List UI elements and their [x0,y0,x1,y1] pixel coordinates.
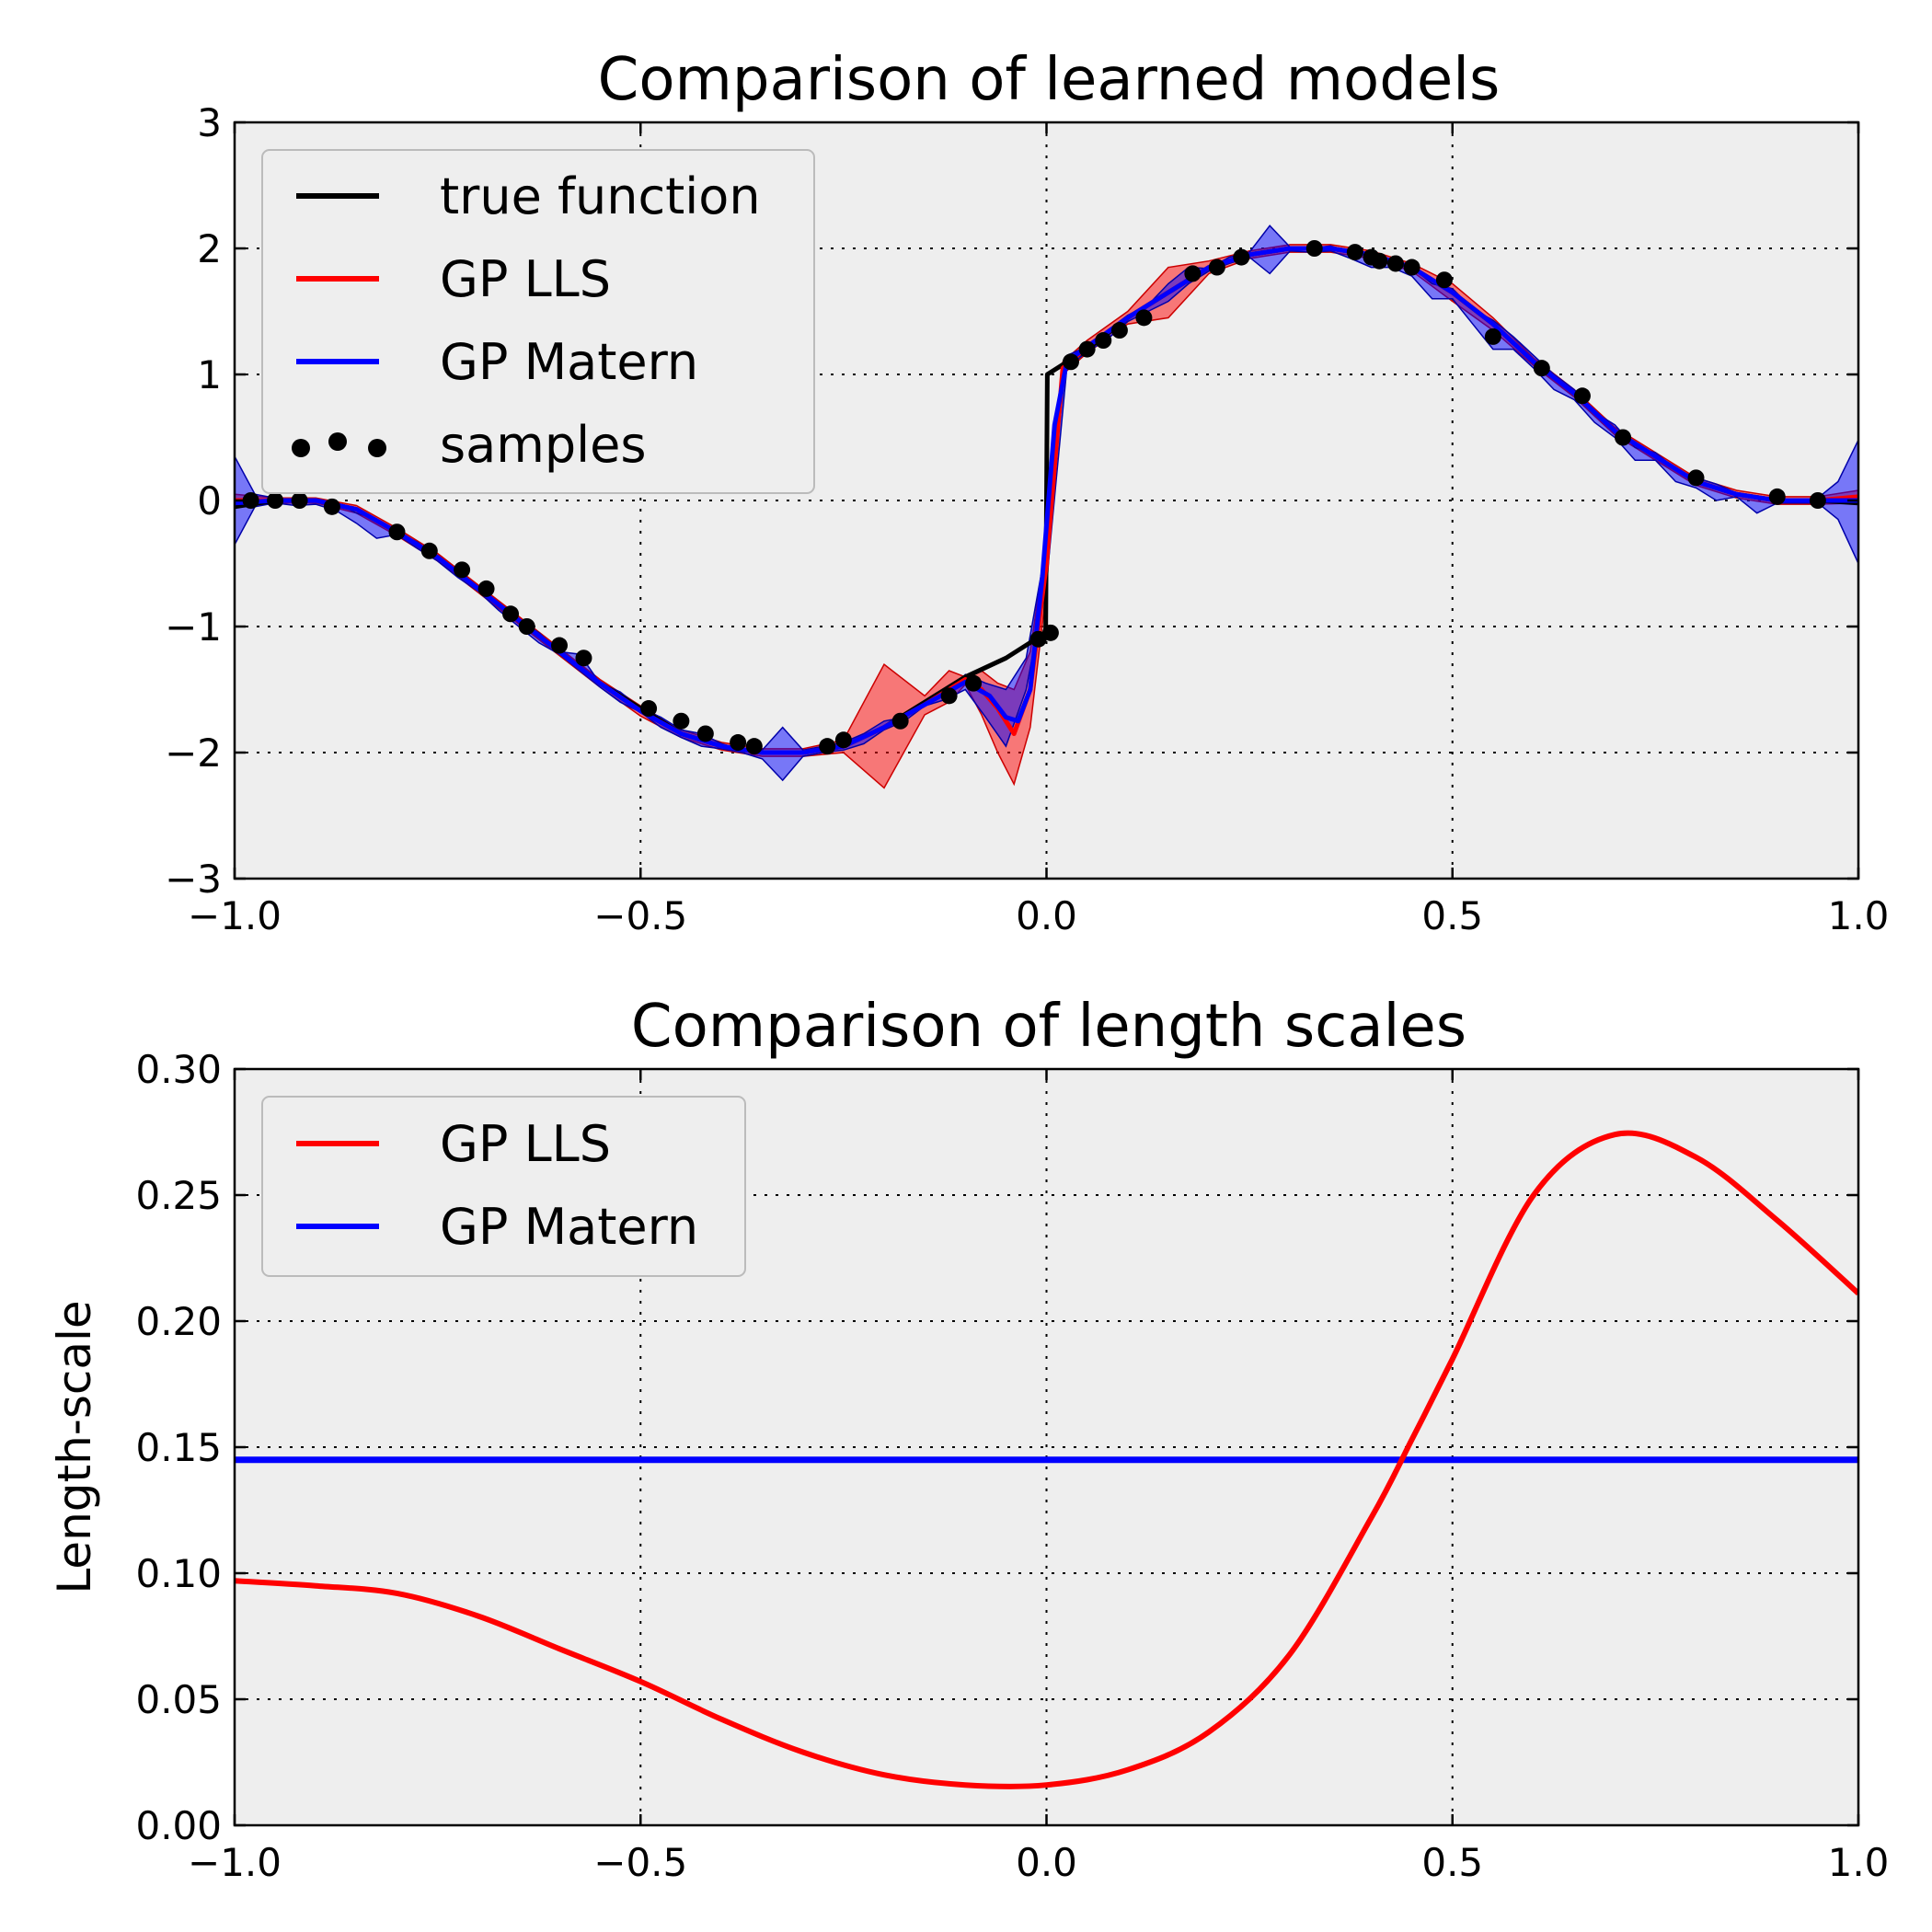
sample-point [1110,322,1128,339]
legend-gp-matern-label: GP Matern [440,333,698,391]
legend-true-function-label: true function [440,167,761,225]
sample-point [745,738,763,755]
chart2-legend: GP LLS GP Matern [261,1096,746,1277]
sample-point [965,674,983,692]
sample-point [1809,492,1826,509]
sample-point [477,580,495,597]
chart2-legend-box [261,1096,746,1277]
chart1-x-tick-label: 1.0 [1828,893,1890,938]
sample-point [640,700,658,718]
samples-points [242,240,1826,755]
legend-samples-dot-3 [368,439,386,457]
sample-point [420,542,438,559]
sample-point [1615,429,1632,446]
sample-point [1208,259,1225,276]
legend2-gp-matern-label: GP Matern [440,1198,698,1256]
sample-point [940,687,958,705]
chart2-title: Comparison of length scales [631,993,1466,1061]
sample-point [291,492,308,509]
sample-point [242,492,259,509]
chart1-title: Comparison of learned models [598,46,1501,114]
sample-point [1484,328,1501,345]
chart2-ticks: −1.0 −0.5 0.0 0.5 1.0 0.00 0.05 0.10 0.15 0.20 0.2… [135,1047,1889,1885]
chart2-y-tick-label: 0.20 [135,1299,222,1344]
chart2-x-tick-label: −1.0 [188,1840,282,1885]
chart1-x-tick-label: 0.5 [1421,893,1483,938]
sample-point [1371,252,1388,270]
chart2-grid [235,1069,1858,1825]
chart2-y-tick-label: 0.05 [135,1677,222,1722]
chart2-x-tick-label: 0.5 [1421,1840,1483,1885]
legend-gp-lls-label: GP LLS [440,250,611,308]
sample-point [673,712,690,730]
chart2-y-tick-label: 0.15 [135,1425,222,1470]
chart1-x-tick-label: −1.0 [188,893,282,938]
chart2-x-tick-label: 0.0 [1016,1840,1077,1885]
chart1-ticks: −1.0 −0.5 0.0 0.5 1.0 −3 −2 −1 0 1 2 3 [165,100,1889,938]
sample-point [819,738,836,755]
sample-point [1435,271,1453,289]
chart2-y-tick-label: 0.00 [135,1803,222,1848]
chart1-x-tick-label: 0.0 [1016,893,1077,938]
sample-point [1305,240,1323,257]
sample-point [1687,469,1705,487]
chart1-legend-box [261,149,815,494]
chart1-y-tick-label: 1 [197,352,222,397]
gp-matern-confidence-band [235,224,1858,782]
sample-point [1078,340,1096,358]
legend-samples-label: samples [440,416,646,474]
sample-point [454,561,471,579]
chart2-y-tick-label: 0.10 [135,1551,222,1596]
sample-point [1041,624,1059,641]
chart1-y-tick-label: −1 [165,604,222,650]
sample-point [388,523,406,541]
sample-point [502,605,520,623]
chart2-x-tick-label: 1.0 [1828,1840,1890,1885]
sample-point [730,734,747,752]
chart1-y-tick-label: 0 [197,478,222,523]
sample-point [891,712,909,730]
sample-point [575,650,592,667]
sample-point [1403,259,1420,276]
sample-point [1184,265,1202,282]
chart1-y-tick-label: −2 [165,730,222,776]
chart1-y-tick-label: 2 [197,226,222,271]
legend-samples-dot-2 [328,432,347,451]
chart1-x-tick-label: −0.5 [593,893,687,938]
chart2-x-tick-label: −0.5 [593,1840,687,1885]
sample-point [518,618,535,635]
chart1-legend: true function GP LLS GP Matern samples [261,149,815,494]
sample-point [267,492,284,509]
sample-point [1346,244,1363,261]
sample-point [551,637,568,654]
sample-point [1062,353,1079,371]
legend2-gp-lls-label: GP LLS [440,1115,611,1173]
length-scales-chart: Comparison of length scales −1.0 −0.5 0.0 0… [48,993,1889,1885]
sample-point [323,498,340,515]
sample-point [1233,248,1250,266]
learned-models-chart: Comparison of learned models −1.0 −0.5 0.0… [165,46,1889,938]
chart1-y-tick-label: 3 [197,100,222,145]
sample-point [1533,360,1550,377]
sample-point [1135,309,1153,327]
legend-samples-dot-1 [292,439,310,457]
chart2-y-tick-label: 0.30 [135,1047,222,1092]
chart1-y-tick-label: −3 [165,857,222,902]
sample-point [1095,332,1112,350]
sample-point [696,725,714,742]
gp-lls-confidence-band [235,244,1858,789]
gp-lls-lengthscale-line [235,1130,1858,1789]
sample-point [1386,255,1404,272]
sample-point [1573,387,1591,405]
sample-point [1029,630,1047,648]
chart2-y-axis-label: Length-scale [48,1300,101,1593]
sample-point [834,731,852,749]
chart2-y-tick-label: 0.25 [135,1173,222,1218]
sample-point [1768,488,1786,505]
